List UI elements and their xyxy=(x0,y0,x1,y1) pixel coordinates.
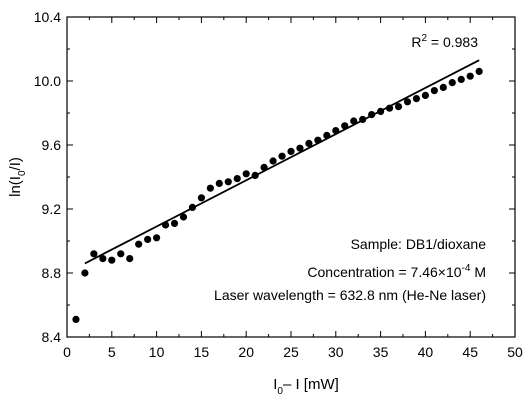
data-point xyxy=(394,103,403,111)
r-squared-label: R2 = 0.983 xyxy=(411,33,478,50)
data-point xyxy=(350,117,358,125)
data-point xyxy=(144,235,152,243)
x-tick-label: 50 xyxy=(507,344,523,360)
data-point xyxy=(368,111,376,119)
data-point xyxy=(108,256,116,264)
x-tick-label: 20 xyxy=(238,344,254,360)
x-tick-label: 15 xyxy=(194,344,210,360)
y-tick-label: 10.4 xyxy=(34,9,61,25)
data-point xyxy=(215,179,223,187)
data-point xyxy=(242,170,250,178)
x-tick-label: 0 xyxy=(63,344,71,360)
fit-line-group xyxy=(84,59,480,265)
x-tick-label: 40 xyxy=(418,344,434,360)
data-point xyxy=(412,95,421,103)
annotation-sample: Sample: DB1/dioxane xyxy=(351,236,487,252)
data-point xyxy=(341,122,349,130)
data-point xyxy=(296,144,304,152)
data-point xyxy=(466,72,474,80)
y-tick-label: 8.8 xyxy=(42,265,62,281)
data-point xyxy=(251,171,259,179)
data-point xyxy=(224,178,232,186)
data-point xyxy=(448,79,456,87)
data-point xyxy=(385,104,394,112)
data-point xyxy=(90,250,98,258)
data-point xyxy=(457,75,465,83)
y-tick-label: 10.0 xyxy=(34,73,61,89)
y-tick-label: 8.4 xyxy=(42,329,62,345)
data-point xyxy=(314,136,322,144)
data-point xyxy=(260,163,268,171)
data-point xyxy=(153,234,161,242)
data-point xyxy=(421,91,429,99)
fit-line xyxy=(84,59,480,265)
x-tick-label: 25 xyxy=(283,344,299,360)
tick-labels: 0 5 10 15 20 25 30 35 40 45 50 8.4 8.8 9.2 9.6 10.0 10.4 xyxy=(34,9,523,360)
data-point xyxy=(233,175,241,183)
data-point xyxy=(99,255,107,263)
data-point xyxy=(269,157,277,165)
data-point xyxy=(359,115,367,123)
data-points xyxy=(72,67,483,323)
data-point xyxy=(475,67,483,75)
annotation-laser: Laser wavelength = 632.8 nm (He-Ne laser… xyxy=(214,287,486,303)
data-point xyxy=(117,250,125,258)
data-point xyxy=(430,87,438,95)
y-tick-label: 9.2 xyxy=(42,201,62,217)
x-tick-label: 10 xyxy=(149,344,165,360)
x-tick-label: 30 xyxy=(328,344,344,360)
data-point xyxy=(287,147,295,155)
y-tick-label: 9.6 xyxy=(42,137,62,153)
data-point xyxy=(403,98,412,106)
data-point xyxy=(197,194,205,202)
y-axis-label: ln(I0/I) xyxy=(7,157,28,197)
data-point xyxy=(332,127,340,135)
data-point xyxy=(81,269,89,277)
data-point xyxy=(126,255,134,263)
data-point xyxy=(188,203,197,211)
data-point xyxy=(305,139,313,147)
x-axis-label: I0– I [mW] xyxy=(273,376,339,397)
data-point xyxy=(323,131,331,139)
data-point xyxy=(161,221,170,229)
annotation-concentration: Concentration = 7.46×10-4 M xyxy=(307,263,486,280)
data-point xyxy=(206,184,214,192)
data-point xyxy=(179,213,188,221)
x-tick-label: 45 xyxy=(462,344,478,360)
x-tick-label: 35 xyxy=(373,344,389,360)
plot-frame xyxy=(66,16,516,338)
data-point xyxy=(170,219,179,227)
data-point xyxy=(439,83,447,91)
data-point xyxy=(72,315,80,323)
data-point xyxy=(278,152,286,160)
data-point xyxy=(377,107,385,115)
x-tick-label: 5 xyxy=(108,344,116,360)
data-point xyxy=(135,240,143,248)
